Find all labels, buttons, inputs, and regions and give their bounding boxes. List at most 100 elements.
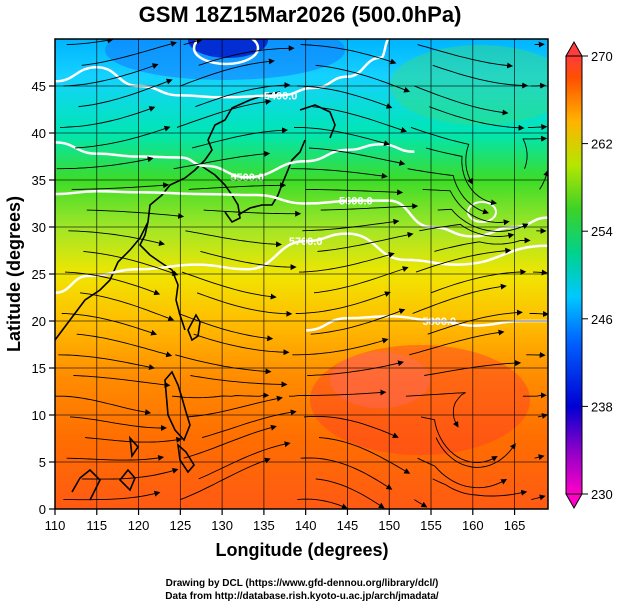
cold-core-center <box>188 39 268 58</box>
streamline <box>198 441 291 480</box>
streamline <box>193 333 290 356</box>
cold-core-shading <box>105 39 345 80</box>
streamline <box>71 182 170 190</box>
streamline <box>303 415 399 439</box>
y-tick-label: 45 <box>32 79 46 94</box>
y-tick-label: 25 <box>32 267 46 282</box>
streamline <box>185 230 282 248</box>
x-tick-label: 165 <box>504 518 526 533</box>
streamline <box>191 127 288 149</box>
height-contour-line <box>55 39 390 99</box>
y-tick-label: 0 <box>39 502 46 517</box>
streamline <box>294 126 390 146</box>
streamline <box>86 209 185 219</box>
streamline <box>183 39 203 46</box>
credit-line-2: Data from http://database.rish.kyoto-u.a… <box>165 591 439 602</box>
streamline <box>63 63 159 87</box>
streamline <box>300 44 397 65</box>
x-tick-label: 115 <box>86 518 107 533</box>
streamline <box>315 478 385 509</box>
streamline <box>422 188 510 226</box>
colorbar: 230 238 246 254 262 270 <box>565 40 613 510</box>
streamline <box>61 313 158 336</box>
x-tick-label: 110 <box>45 518 66 533</box>
streamline <box>188 182 287 190</box>
streamline <box>434 237 531 252</box>
streamline <box>407 168 489 215</box>
x-tick-label: 155 <box>420 518 442 533</box>
y-tick-label: 15 <box>32 361 46 376</box>
streamline <box>59 106 156 128</box>
streamline <box>527 124 548 131</box>
streamline <box>292 337 389 356</box>
streamline <box>432 478 528 497</box>
streamline <box>203 209 302 217</box>
colorbar-tick-label: 246 <box>591 312 613 327</box>
streamline <box>75 125 171 149</box>
streamline <box>532 269 548 276</box>
streamline <box>58 354 155 371</box>
height-contour-label: 5600.0 <box>339 196 373 208</box>
y-axis-label: Latitude (degrees) <box>4 196 24 352</box>
streamline <box>531 494 546 501</box>
gridlines <box>55 39 548 509</box>
x-tick-label: 130 <box>211 518 233 533</box>
streamline <box>73 375 171 388</box>
streamline <box>76 333 173 358</box>
y-axis-ticks: 0 5 10 15 20 25 30 35 40 45 <box>32 79 55 517</box>
streamline <box>435 437 516 468</box>
streamline <box>289 389 387 397</box>
streamline <box>66 454 165 461</box>
closed-contour-low <box>192 39 260 66</box>
streamline <box>318 437 411 474</box>
height-contour-label: 5500.0 <box>230 172 264 184</box>
x-tick-label: 125 <box>169 518 191 533</box>
colorbar-min-triangle <box>565 493 583 510</box>
y-tick-label: 35 <box>32 173 46 188</box>
streamline <box>290 168 388 179</box>
streamline <box>430 269 527 294</box>
y-tick-label: 10 <box>32 408 46 423</box>
streamline <box>83 250 179 276</box>
warm-core-shading <box>310 345 530 455</box>
coastlines <box>55 91 336 501</box>
streamline <box>534 454 545 461</box>
streamline <box>429 106 525 131</box>
streamline <box>55 395 152 416</box>
streamline <box>419 223 515 239</box>
x-axis-ticks: 110 115 120 125 130 135 140 145 150 155 160 165 <box>45 509 526 533</box>
colorbar-scale <box>565 55 583 495</box>
credit-line-1: Drawing by DCL (https://www.gfd-dennou.o… <box>166 578 439 589</box>
y-tick-label: 20 <box>32 314 46 329</box>
streamline <box>409 329 505 356</box>
streamline <box>175 354 272 375</box>
streamline <box>64 271 161 296</box>
streamline <box>171 392 270 399</box>
height-contour-label: 5400.0 <box>264 90 298 102</box>
streamline <box>180 457 271 501</box>
colorbar-max-triangle <box>565 40 583 57</box>
streamline <box>320 203 419 211</box>
streamline <box>432 64 529 89</box>
colorbar-tick-label: 230 <box>591 487 613 502</box>
streamline <box>539 169 548 190</box>
colorbar-tick-label: 238 <box>591 399 613 414</box>
x-tick-label: 145 <box>337 518 359 533</box>
y-tick-label: 40 <box>32 126 46 141</box>
streamline <box>200 250 297 271</box>
streamline <box>522 135 548 169</box>
y-tick-label: 30 <box>32 220 46 235</box>
streamline <box>307 360 404 376</box>
streamline <box>412 283 507 314</box>
colorbar-tick-label: 270 <box>591 49 613 64</box>
streamline <box>181 271 277 300</box>
streamline <box>308 147 406 166</box>
streamline <box>85 436 183 443</box>
streamline <box>437 208 529 232</box>
streamline <box>196 292 293 317</box>
x-tick-label: 120 <box>128 518 150 533</box>
streamline <box>297 85 393 109</box>
streamline <box>178 313 274 342</box>
x-tick-label: 140 <box>295 518 317 533</box>
